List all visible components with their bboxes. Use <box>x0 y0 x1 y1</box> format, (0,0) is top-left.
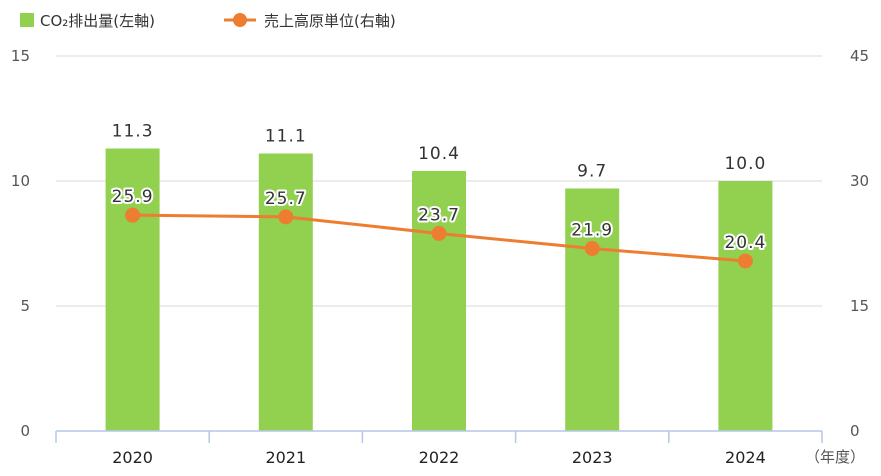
legend-line-label: 売上高原単位(右軸) <box>264 12 396 30</box>
bar-value-label: 9.7 <box>577 162 607 182</box>
line-series <box>125 207 753 269</box>
bar-value-label: 10.4 <box>418 144 460 164</box>
x-category-label: 2020 <box>112 448 153 467</box>
left-tick-label: 15 <box>11 47 30 65</box>
line-point <box>584 241 600 256</box>
bar-value-label: 11.1 <box>265 127 307 147</box>
line-value-label: 23.7 <box>418 206 460 226</box>
x-category-label: 2021 <box>265 448 306 467</box>
line-point <box>737 253 753 269</box>
left-axis-ticks: 0 5 10 15 <box>11 47 30 440</box>
line-value-label: 25.9 <box>112 187 154 207</box>
bar <box>105 148 160 431</box>
line-value-label: 25.7 <box>265 189 307 209</box>
x-axis <box>55 430 823 443</box>
left-tick-label: 10 <box>11 172 30 190</box>
line-value-label: 20.4 <box>724 233 766 253</box>
line-data-labels: 25.9 25.7 23.7 21.9 20.4 <box>110 185 768 255</box>
legend-line-marker <box>233 13 247 27</box>
left-tick-label: 5 <box>20 297 30 315</box>
bar-series <box>105 148 773 431</box>
x-axis-category-labels: 2020 2021 2022 2023 2024 <box>112 448 766 467</box>
bar-value-label: 10.0 <box>724 154 766 174</box>
right-tick-label: 30 <box>850 172 869 190</box>
x-category-label: 2023 <box>572 448 613 467</box>
right-axis-ticks: 0 15 30 45 <box>850 47 869 440</box>
line-point <box>278 209 294 225</box>
line-value-label: 21.9 <box>571 221 613 241</box>
bar <box>258 153 313 431</box>
legend-bar-swatch <box>20 13 34 27</box>
x-category-label: 2024 <box>725 448 766 467</box>
legend: CO₂排出量(左軸) 売上高原単位(右軸) <box>20 12 396 30</box>
left-tick-label: 0 <box>20 422 30 440</box>
right-tick-label: 15 <box>850 297 869 315</box>
bar-data-labels: 11.3 11.1 10.4 9.7 10.0 <box>112 122 766 182</box>
bar <box>718 181 773 431</box>
x-category-label: 2022 <box>419 448 460 467</box>
line-point <box>431 226 447 241</box>
right-tick-label: 45 <box>850 47 869 65</box>
right-tick-label: 0 <box>850 422 860 440</box>
bar <box>565 188 620 431</box>
legend-bar-label: CO₂排出量(左軸) <box>40 12 155 30</box>
bar-value-label: 11.3 <box>112 122 154 142</box>
bar <box>412 171 466 431</box>
line-point <box>125 207 141 223</box>
x-axis-unit: （年度） <box>805 448 865 466</box>
